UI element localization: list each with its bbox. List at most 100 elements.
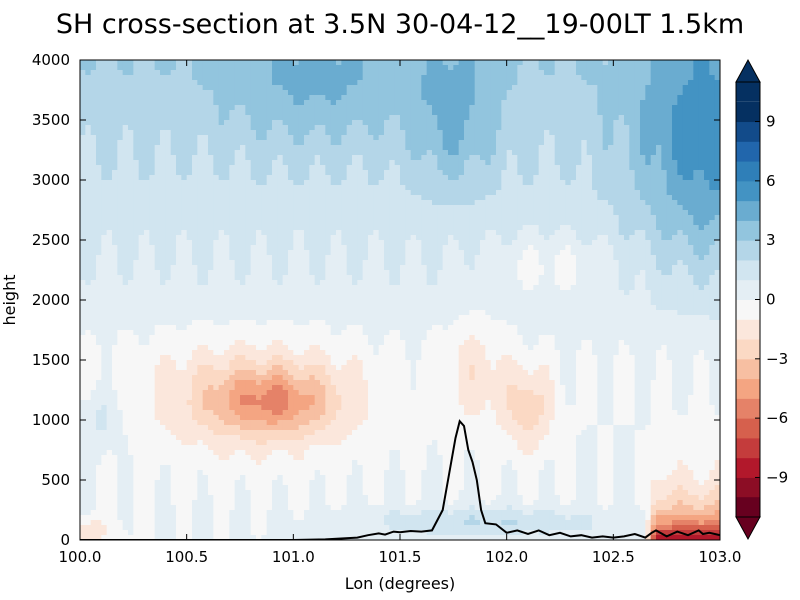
contour-cell [394,130,401,136]
contour-cell [112,105,118,111]
contour-cell [96,140,102,146]
contour-cell [357,235,364,241]
contour-cell [144,150,150,156]
contour-cell [101,165,108,171]
contour-cell [128,140,134,146]
contour-cell [229,225,236,231]
contour-cell [490,105,497,111]
contour-cell [469,235,476,241]
contour-cell [234,210,241,216]
contour-cell [554,210,561,216]
contour-cell [314,205,321,211]
contour-cell [112,235,118,241]
contour-cell [704,165,710,171]
contour-cell [581,215,588,221]
contour-cell [192,115,198,121]
contour-cell [565,230,572,236]
contour-cell [389,70,396,76]
contour-cell [208,235,214,241]
contour-cell [581,175,588,181]
contour-cell [213,190,220,196]
contour-cell [698,210,705,216]
contour-cell [288,80,294,86]
contour-cell [373,145,380,151]
contour-cell [309,215,316,221]
contour-cell [405,160,412,166]
contour-cell [250,155,257,161]
contour-cell [512,60,518,66]
contour-cell [389,180,396,186]
contour-cell [245,80,252,86]
contour-cell [341,95,348,101]
contour-cell [517,210,524,216]
contour-cell [437,90,444,96]
contour-cell [261,85,268,91]
contour-cell [432,250,438,256]
contour-cell [416,220,422,226]
contour-cell [352,130,358,136]
contour-cell [442,255,449,261]
contour-cell [368,125,374,131]
contour-cell [698,230,705,236]
contour-cell [485,120,492,126]
contour-cell [437,70,444,76]
contour-cell [570,125,577,131]
contour-cell [282,225,289,231]
contour-cell [293,90,300,96]
contour-cell [261,250,268,256]
contour-cell [202,210,209,216]
contour-cell [256,265,262,271]
contour-cell [320,95,326,101]
contour-cell [592,150,598,156]
contour-cell [458,210,465,216]
contour-cell [389,215,396,221]
contour-cell [298,245,305,251]
contour-cell [336,245,342,251]
contour-cell [389,115,396,121]
contour-cell [192,60,198,66]
contour-cell [90,155,97,161]
contour-cell [416,160,422,166]
contour-cell [650,115,657,121]
contour-cell [629,100,636,106]
contour-cell [373,240,380,246]
contour-cell [453,160,460,166]
contour-cell [592,95,598,101]
contour-cell [389,90,396,96]
contour-cell [138,185,145,191]
contour-cell [336,260,342,266]
contour-cell [554,195,561,201]
contour-cell [394,165,401,171]
contour-cell [704,60,710,66]
contour-cell [309,230,316,236]
contour-cell [666,60,673,66]
contour-cell [250,180,257,186]
contour-cell [170,200,177,206]
contour-cell [517,215,524,221]
contour-cell [144,175,150,181]
contour-cell [346,245,353,251]
contour-cell [101,255,108,261]
contour-cell [144,155,150,161]
contour-cell [549,105,556,111]
contour-cell [341,180,348,186]
contour-cell [266,260,273,266]
contour-cell [133,125,140,131]
contour-cell [224,220,230,226]
contour-cell [362,255,369,261]
contour-cell [250,70,257,76]
contour-cell [613,255,620,261]
contour-cell [405,120,412,126]
contour-cell [106,110,113,116]
contour-cell [96,130,102,136]
contour-cell [389,130,396,136]
contour-cell [309,80,316,86]
contour-cell [426,140,433,146]
contour-cell [421,200,428,206]
contour-cell [560,135,566,141]
contour-cell [469,180,476,186]
contour-cell [133,75,140,81]
contour-cell [298,75,305,81]
contour-cell [698,175,705,181]
contour-cell [570,195,577,201]
